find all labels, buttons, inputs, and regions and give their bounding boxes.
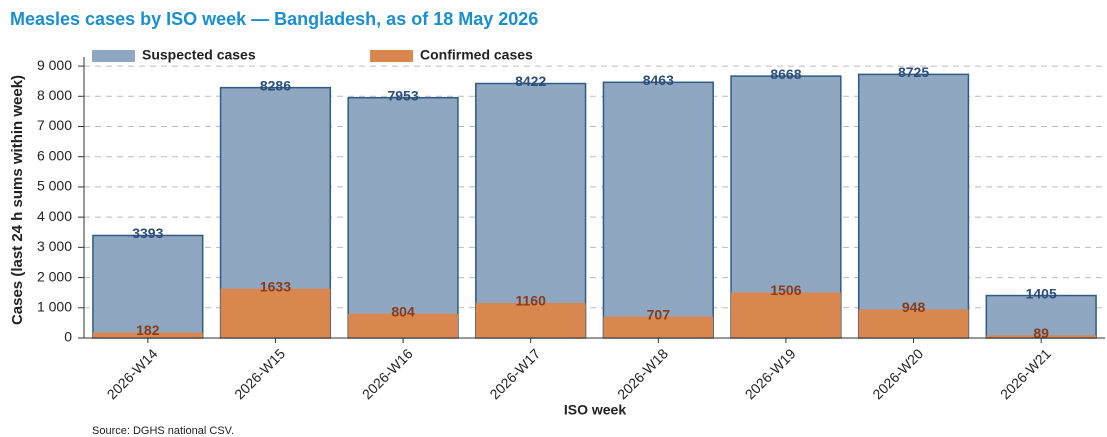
bar [348, 313, 458, 338]
y-tick-label: 2 000 [37, 268, 72, 284]
source-note: Source: DGHS national CSV. [92, 425, 234, 437]
value-label: 8668 [770, 66, 801, 82]
bar [220, 288, 331, 338]
x-tick-label: 2026-W18 [614, 345, 671, 402]
x-tick-label: 2026-W21 [997, 345, 1054, 402]
bar [347, 96, 459, 339]
legend-label: Confirmed cases [420, 47, 533, 63]
value-label: 707 [647, 306, 671, 322]
y-axis-label: Cases (last 24 h sums within week) [9, 75, 26, 325]
bar [602, 81, 714, 339]
x-tick-label: 2026-W15 [231, 345, 288, 402]
bar [858, 309, 969, 338]
y-tick-label: 7 000 [37, 117, 72, 133]
value-label: 8286 [260, 77, 291, 93]
bar [986, 335, 1097, 338]
value-label: 89 [1033, 325, 1049, 341]
bar [603, 316, 714, 338]
bar [857, 73, 970, 339]
y-tick-label: 5 000 [37, 178, 72, 194]
bar [475, 302, 586, 338]
legend-swatch [92, 50, 135, 62]
bar [475, 82, 587, 339]
x-tick-label: 2026-W17 [486, 345, 543, 402]
x-tick-label: 2026-W16 [359, 345, 416, 402]
y-tick-label: 8 000 [37, 87, 72, 103]
value-label: 1405 [1026, 285, 1057, 301]
y-tick-label: 9 000 [37, 57, 72, 73]
value-label: 804 [391, 303, 415, 319]
legend-label: Suspected cases [142, 47, 256, 63]
y-tick-label: 3 000 [37, 238, 72, 254]
bar [985, 294, 1097, 339]
value-label: 1506 [770, 282, 801, 298]
chart-title: Measles cases by ISO week — Bangladesh, … [10, 9, 538, 29]
value-label: 1160 [516, 293, 547, 309]
x-tick-label: 2026-W14 [104, 345, 161, 402]
bar [731, 292, 841, 338]
y-tick-label: 4 000 [37, 208, 72, 224]
value-label: 8422 [515, 73, 546, 89]
value-label: 3393 [132, 225, 163, 241]
bar [92, 234, 204, 339]
x-axis-label: ISO week [564, 402, 626, 418]
value-label: 8725 [898, 64, 929, 80]
y-tick-label: 1 000 [37, 298, 72, 314]
bar [92, 332, 203, 338]
value-label: 8463 [643, 72, 674, 88]
value-label: 1633 [260, 278, 291, 294]
value-label: 7953 [387, 87, 418, 103]
legend-swatch [370, 50, 413, 62]
x-tick-label: 2026-W20 [869, 345, 926, 402]
x-tick-label: 2026-W19 [742, 345, 799, 402]
y-tick-label: 0 [64, 329, 72, 345]
value-label: 948 [902, 299, 926, 315]
y-tick-label: 6 000 [37, 147, 72, 163]
value-label: 182 [136, 322, 160, 338]
